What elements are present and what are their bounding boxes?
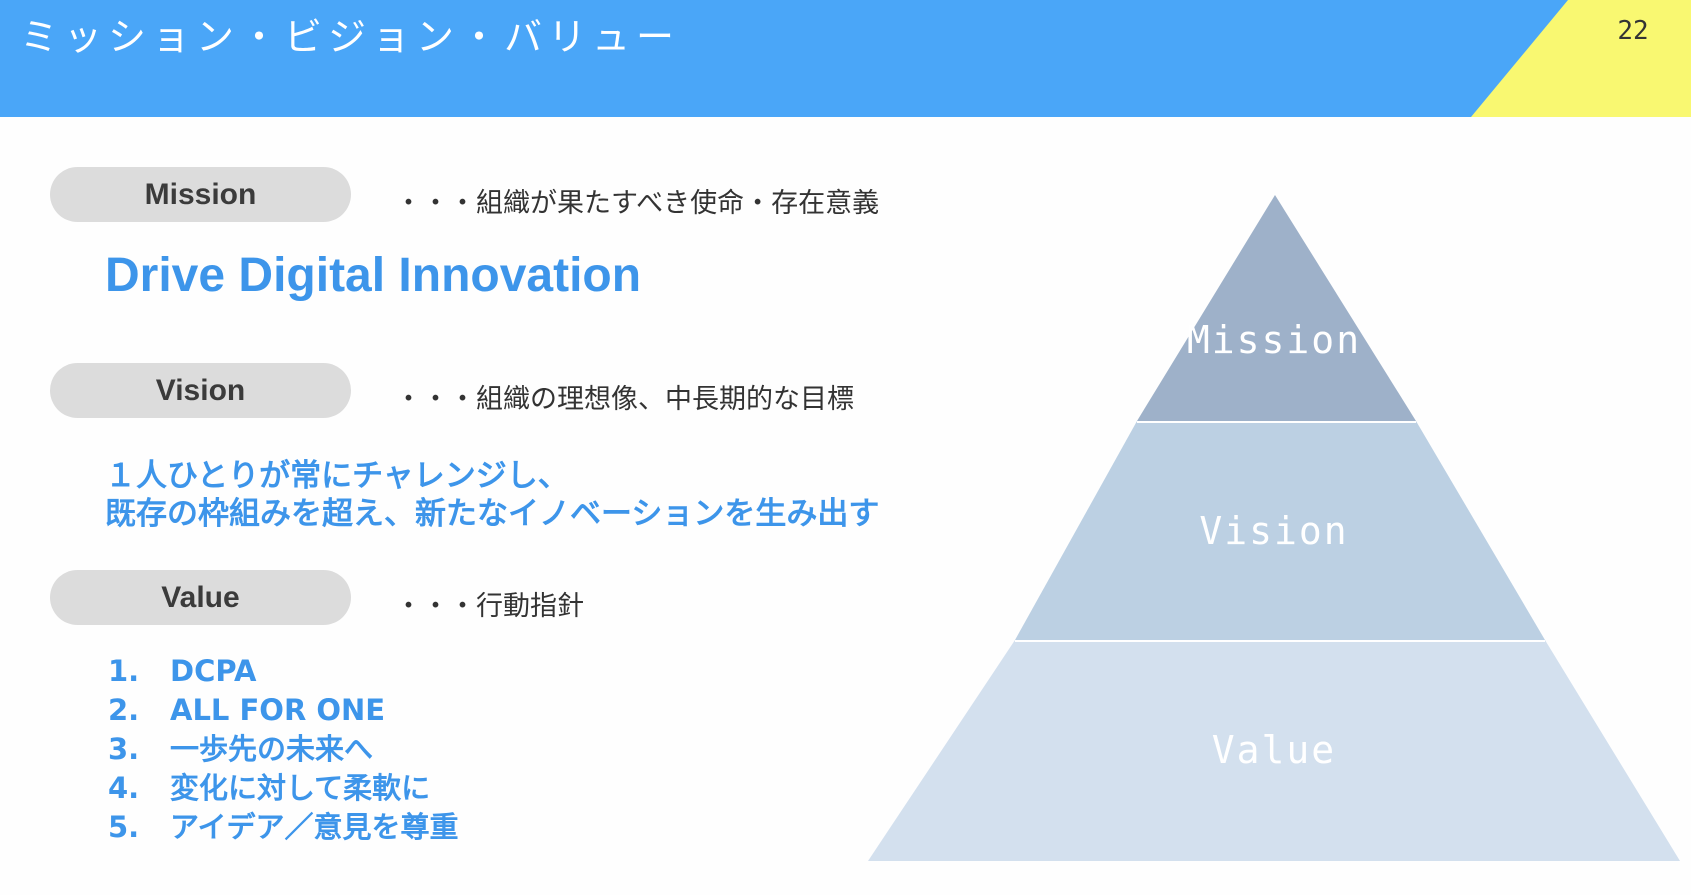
- pyramid-label-mission: Mission: [1187, 318, 1361, 362]
- vision-statement-line-1: １人ひとりが常にチャレンジし、: [105, 458, 569, 494]
- slide-title: ミッション・ビジョン・バリュー: [20, 15, 681, 59]
- mission-description: ・・・組織が果たすべき使命・存在意義: [395, 188, 880, 219]
- vision-statement-line-2: 既存の枠組みを超え、新たなイノベーションを生み出す: [105, 496, 880, 532]
- value-item-text: 変化に対して柔軟に: [170, 771, 431, 805]
- pyramid-tier-vision: [1015, 421, 1545, 640]
- value-item-number: 1.: [108, 654, 140, 688]
- value-item-text: DCPA: [170, 654, 257, 688]
- pyramid-tier-value: [868, 640, 1680, 861]
- value-item-text: アイデア／意見を尊重: [170, 810, 459, 844]
- value-item: 1. DCPA: [108, 652, 459, 691]
- value-item: 4. 変化に対して柔軟に: [108, 769, 459, 808]
- value-list: 1. DCPA 2. ALL FOR ONE 3. 一歩先の未来へ 4. 変化に対して柔…: [108, 652, 459, 847]
- value-item-number: 3.: [108, 732, 140, 766]
- value-item: 2. ALL FOR ONE: [108, 691, 459, 730]
- value-item-text: ALL FOR ONE: [170, 693, 386, 727]
- value-item: 5. アイデア／意見を尊重: [108, 808, 459, 847]
- value-description: ・・・行動指針: [395, 591, 584, 622]
- pyramid-label-value: Value: [1212, 728, 1336, 772]
- vision-pill: Vision: [50, 363, 351, 418]
- value-item-number: 2.: [108, 693, 140, 727]
- header-accent-triangle: [1471, 0, 1691, 117]
- header-band: [0, 0, 1691, 117]
- value-item-text: 一歩先の未来へ: [170, 732, 374, 766]
- page-number: 22: [1617, 16, 1649, 46]
- mission-pill: Mission: [50, 167, 351, 222]
- value-pill: Value: [50, 570, 351, 625]
- pyramid-tier-mission: [1137, 195, 1416, 421]
- value-item: 3. 一歩先の未来へ: [108, 730, 459, 769]
- pyramid-label-vision: Vision: [1199, 509, 1348, 553]
- vision-description: ・・・組織の理想像、中長期的な目標: [395, 384, 854, 415]
- value-item-number: 5.: [108, 810, 140, 844]
- mission-statement: Drive Digital Innovation: [105, 249, 642, 302]
- value-item-number: 4.: [108, 771, 140, 805]
